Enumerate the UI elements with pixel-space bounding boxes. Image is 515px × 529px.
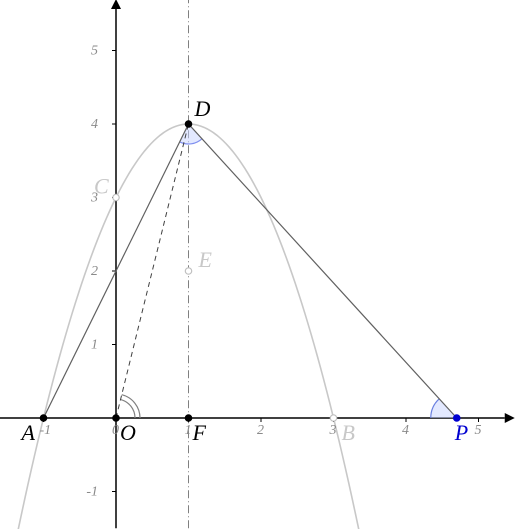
- y-tick-label: -1: [86, 485, 98, 500]
- x-tick-label: 0: [112, 423, 119, 438]
- point-A: [40, 415, 46, 421]
- point-E: [185, 268, 191, 274]
- point-B: [330, 415, 336, 421]
- y-tick-label: 1: [91, 338, 98, 353]
- coordinate-plane: -1012345-112345ABCDEOFP: [0, 0, 515, 529]
- y-axis-arrow: [111, 0, 121, 9]
- angle-arc: [121, 400, 135, 418]
- point-O: [113, 415, 119, 421]
- point-C: [113, 194, 119, 200]
- x-tick-label: 1: [185, 423, 192, 438]
- point-label-F: F: [192, 420, 207, 445]
- angle-fill: [431, 399, 457, 418]
- point-label-P: P: [454, 420, 468, 445]
- x-tick-label: -1: [40, 423, 52, 438]
- point-F: [185, 415, 191, 421]
- x-tick-label: 4: [402, 423, 409, 438]
- point-label-C: C: [94, 174, 109, 199]
- point-label-E: E: [198, 247, 213, 272]
- point-D: [185, 121, 191, 127]
- point-label-D: D: [194, 96, 211, 121]
- x-tick-label: 3: [329, 423, 337, 438]
- segment-O-D: [116, 124, 189, 418]
- point-label-A: A: [20, 420, 36, 445]
- x-tick-label: 5: [475, 423, 482, 438]
- y-tick-label: 2: [91, 264, 98, 279]
- y-tick-label: 5: [91, 44, 98, 59]
- x-axis-arrow: [505, 413, 515, 423]
- point-label-O: O: [120, 420, 136, 445]
- x-tick-label: 2: [257, 423, 264, 438]
- y-tick-label: 4: [91, 117, 98, 132]
- point-label-B: B: [342, 420, 355, 445]
